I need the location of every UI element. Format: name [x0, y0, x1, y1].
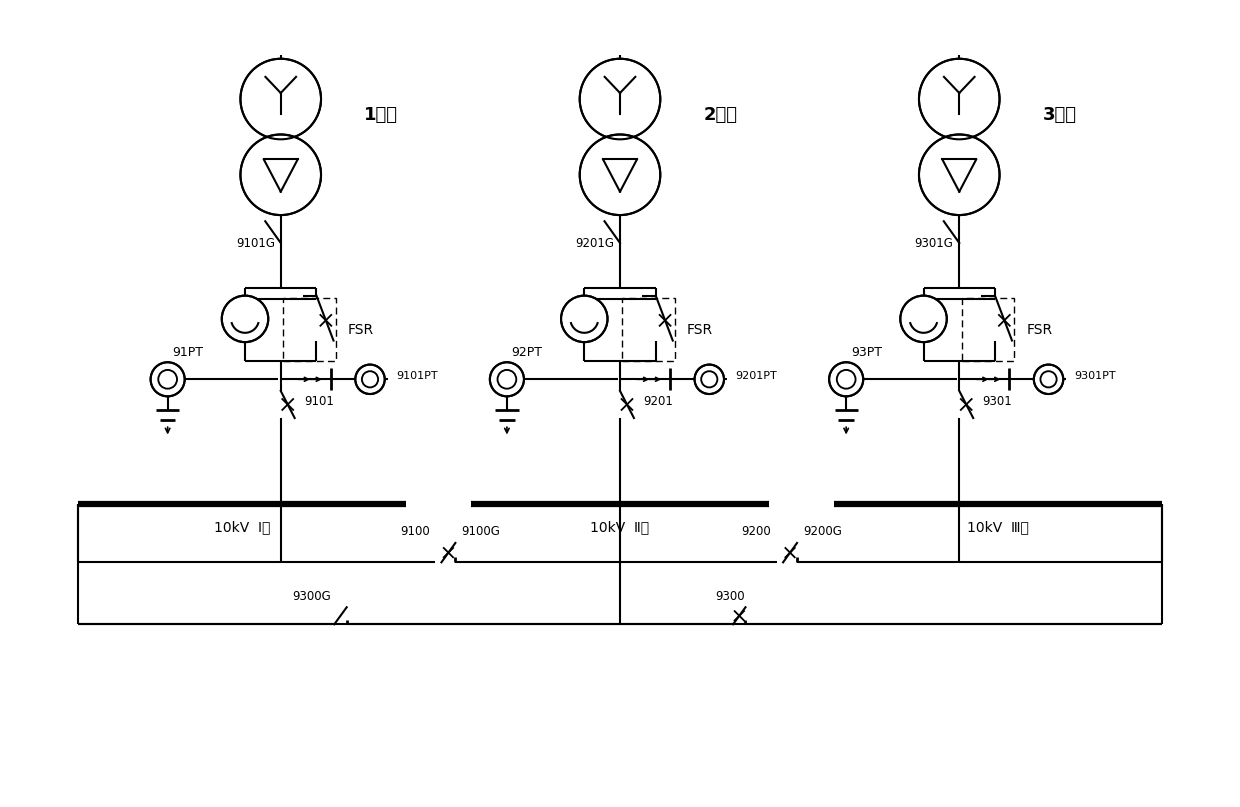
Ellipse shape	[356, 365, 384, 394]
Text: 9301PT: 9301PT	[1075, 371, 1116, 381]
Text: 92PT: 92PT	[512, 346, 543, 359]
Ellipse shape	[150, 362, 185, 396]
Text: 91PT: 91PT	[172, 346, 203, 359]
Text: 9101PT: 9101PT	[397, 371, 438, 381]
Text: 3主变: 3主变	[1043, 107, 1076, 124]
Ellipse shape	[241, 59, 321, 140]
Bar	[622, 298, 675, 362]
Ellipse shape	[900, 295, 947, 342]
Ellipse shape	[222, 295, 268, 342]
Ellipse shape	[919, 135, 999, 215]
Text: 9301G: 9301G	[914, 236, 954, 249]
Text: 10kV  Ⅱ段: 10kV Ⅱ段	[590, 520, 650, 533]
Bar	[962, 298, 1014, 362]
Text: 1主变: 1主变	[365, 107, 398, 124]
Ellipse shape	[560, 295, 608, 342]
Text: 9201G: 9201G	[575, 236, 614, 249]
Text: 9201: 9201	[644, 395, 673, 408]
Text: 9100G: 9100G	[461, 525, 500, 538]
Text: 9201PT: 9201PT	[735, 371, 777, 381]
Ellipse shape	[830, 362, 863, 396]
Ellipse shape	[1034, 365, 1063, 394]
Text: FSR: FSR	[687, 323, 713, 337]
Text: 9101G: 9101G	[236, 236, 275, 249]
Text: FSR: FSR	[347, 323, 373, 337]
Text: 9301: 9301	[983, 395, 1013, 408]
Ellipse shape	[694, 365, 724, 394]
Text: 10kV  Ⅲ段: 10kV Ⅲ段	[967, 520, 1029, 533]
Text: FSR: FSR	[1027, 323, 1053, 337]
Ellipse shape	[490, 362, 525, 396]
Ellipse shape	[580, 135, 660, 215]
Text: 9300: 9300	[715, 590, 745, 603]
Text: 93PT: 93PT	[851, 346, 882, 359]
Ellipse shape	[919, 59, 999, 140]
Text: 9100: 9100	[399, 525, 429, 538]
Text: 9200G: 9200G	[804, 525, 842, 538]
Text: 9300G: 9300G	[293, 590, 331, 603]
Text: 2主变: 2主变	[703, 107, 738, 124]
Text: 9200: 9200	[742, 525, 771, 538]
Text: 9101: 9101	[304, 395, 334, 408]
Ellipse shape	[241, 135, 321, 215]
Text: 10kV  Ⅰ段: 10kV Ⅰ段	[213, 520, 270, 533]
Bar	[283, 298, 336, 362]
Ellipse shape	[580, 59, 660, 140]
